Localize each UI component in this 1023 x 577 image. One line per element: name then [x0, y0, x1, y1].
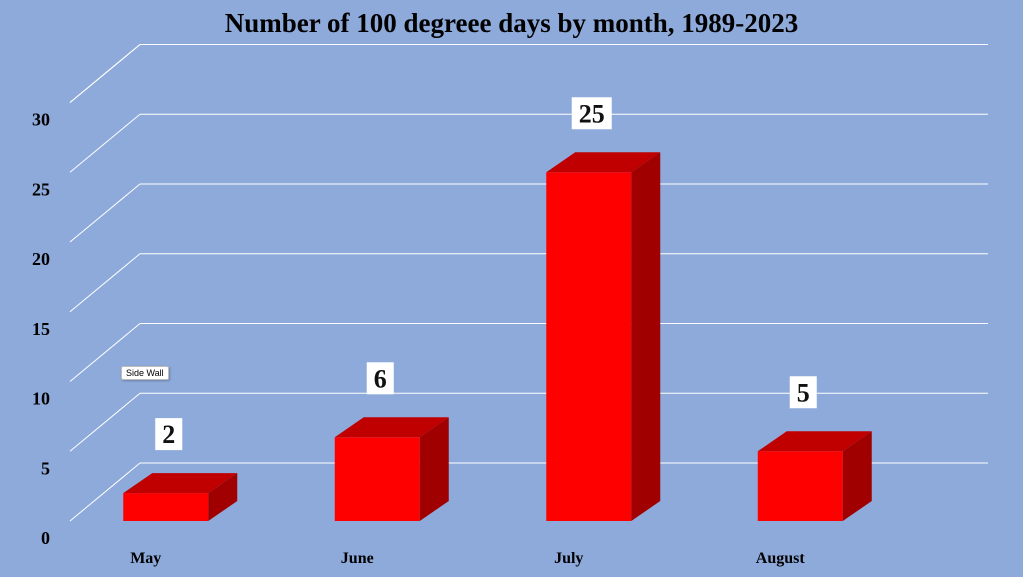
bar-side — [208, 473, 238, 521]
x-axis-labels: May June July August — [130, 550, 805, 567]
gridline-side — [69, 113, 141, 173]
bar-top — [123, 473, 238, 494]
data-label: 5 — [797, 378, 810, 407]
y-tick-label: 15 — [32, 319, 50, 339]
bar-side — [842, 431, 872, 521]
bar — [123, 473, 238, 521]
y-tick-label: 20 — [32, 249, 50, 269]
x-tick-label: May — [130, 550, 161, 567]
data-label: 2 — [162, 420, 175, 449]
data-label-box — [571, 97, 612, 130]
gridline-side — [69, 323, 141, 382]
gridline-side — [69, 183, 141, 243]
y-axis-ticks: 0 5 10 15 20 25 30 — [32, 110, 50, 549]
bars — [123, 152, 872, 521]
bar-top — [546, 152, 661, 173]
y-tick-label: 0 — [41, 528, 50, 548]
chart-title: Number of 100 degreee days by month, 198… — [224, 8, 799, 38]
data-label: 6 — [374, 364, 387, 393]
gridline-side — [69, 253, 141, 313]
gridline-side — [69, 44, 141, 103]
data-label-box — [366, 362, 394, 395]
y-tick-label: 25 — [32, 179, 50, 199]
y-tick-label: 5 — [41, 458, 50, 478]
bar-front — [546, 172, 632, 521]
data-labels: 2 6 25 5 — [155, 97, 817, 451]
data-label-box — [789, 376, 817, 409]
bar-top — [757, 431, 872, 452]
x-tick-label: August — [756, 550, 806, 567]
data-label-box — [155, 418, 183, 451]
y-tick-label: 10 — [32, 389, 50, 409]
bar — [757, 431, 872, 521]
bar-side — [631, 152, 661, 521]
y-tick-label: 30 — [32, 110, 50, 130]
bar-front — [123, 493, 209, 521]
bar-front — [334, 437, 420, 521]
bar — [334, 417, 449, 521]
x-tick-label: June — [341, 550, 374, 567]
bar-top — [334, 417, 449, 438]
bar-side — [419, 417, 449, 521]
data-label: 25 — [579, 99, 605, 128]
bar — [546, 152, 661, 521]
gridline-side — [69, 392, 141, 452]
x-tick-label: July — [554, 550, 583, 567]
bar-front — [757, 451, 843, 521]
side-wall-tooltip: Side Wall — [121, 366, 169, 380]
gridline-side — [69, 462, 141, 522]
